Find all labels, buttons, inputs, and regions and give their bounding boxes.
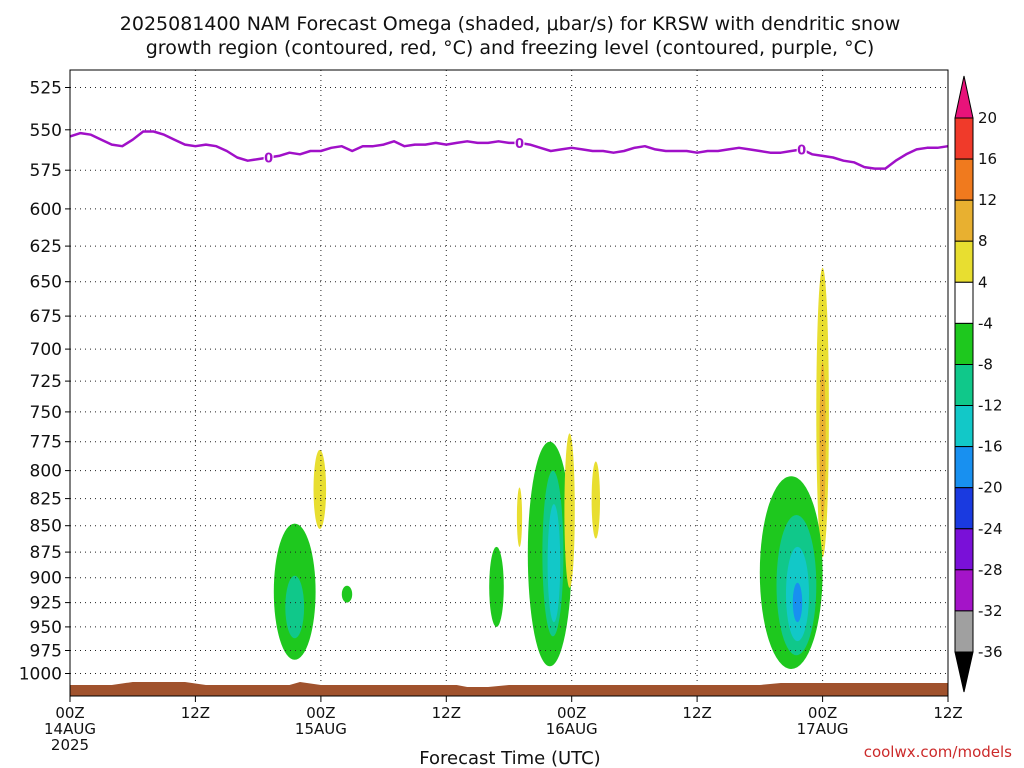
y-tick-label-775: 775	[30, 433, 62, 453]
x-tick-label-3-0: 12Z	[432, 704, 461, 722]
credit-text: coolwx.com/models	[864, 743, 1012, 761]
omega-region-10	[591, 461, 600, 539]
colorbar-label-6: -8	[978, 356, 993, 374]
x-tick-label-2-0: 00Z	[306, 704, 335, 722]
omega-region-7	[547, 504, 561, 623]
x-tick-label-2-1: 15AUG	[295, 720, 347, 738]
colorbar-label-2: 12	[978, 191, 997, 209]
colorbar-label-7: -12	[978, 397, 1003, 415]
x-tick-label-0-2: 2025	[51, 736, 89, 754]
colorbar-swatch-6	[954, 322, 974, 365]
y-tick-label-525: 525	[30, 79, 62, 99]
y-axis-ticks: 525 550 575 600 625 650 675 700 725 750 775 800 825 8…	[19, 79, 70, 685]
y-tick-label-925: 925	[30, 594, 62, 614]
colorbar-label-10: -24	[978, 520, 1003, 538]
colorbar-swatch-3	[954, 199, 974, 242]
y-tick-label-675: 675	[30, 307, 62, 327]
y-tick-label-625: 625	[30, 237, 62, 257]
plot-frame	[69, 69, 949, 697]
omega-region-9	[564, 433, 575, 588]
y-tick-label-600: 600	[30, 200, 62, 220]
colorbar-swatch-11	[954, 528, 974, 571]
colorbar-label-9: -20	[978, 479, 1003, 497]
colorbar-bottom-arrow	[954, 651, 974, 693]
chart-title-line-2: growth region (contoured, red, °C) and f…	[146, 37, 875, 59]
freezing-label-bg-2	[796, 141, 807, 156]
y-tick-label-800: 800	[30, 462, 62, 482]
x-tick-label-4-0: 00Z	[557, 704, 586, 722]
y-tick-label-875: 875	[30, 543, 62, 563]
colorbar-label-8: -16	[978, 438, 1003, 456]
colorbar-swatch-1	[954, 117, 974, 160]
y-tick-label-700: 700	[30, 340, 62, 360]
colorbar-label-1: 16	[978, 150, 997, 168]
x-tick-label-0-1: 14AUG	[44, 720, 96, 738]
colorbar-swatch-10	[954, 487, 974, 530]
colorbar-label-11: -28	[978, 561, 1003, 579]
colorbar-swatch-12	[954, 569, 974, 612]
freezing-level-label-2: 0	[797, 143, 806, 158]
y-tick-label-975: 975	[30, 642, 62, 662]
omega-region-8	[516, 487, 523, 547]
freezing-level-layer: 0 0 0	[69, 130, 949, 170]
chart-title-line-1: 2025081400 NAM Forecast Omega (shaded, μ…	[120, 13, 900, 35]
y-tick-label-950: 950	[30, 618, 62, 638]
colorbar-swatch-7	[954, 364, 974, 407]
y-tick-label-850: 850	[30, 517, 62, 537]
x-tick-label-6-1: 17AUG	[797, 720, 849, 738]
freezing-level-label-0: 0	[264, 152, 273, 167]
colorbar-swatch-5	[954, 281, 974, 324]
colorbar: 20 16 12 8 4 -4 -8 -12 -16 -20 -24 -28 -32 -36	[954, 75, 1003, 693]
colorbar-swatch-2	[954, 158, 974, 201]
colorbar-label-12: -32	[978, 602, 1003, 620]
colorbar-swatch-13	[954, 610, 974, 653]
y-tick-label-725: 725	[30, 372, 62, 392]
colorbar-swatch-4	[954, 240, 974, 283]
x-tick-label-7-0: 12Z	[933, 704, 962, 722]
freezing-label-bg-1	[514, 134, 525, 149]
omega-region-16	[792, 582, 803, 623]
y-tick-label-750: 750	[30, 403, 62, 423]
colorbar-label-0: 20	[978, 109, 997, 127]
terrain-band	[70, 682, 948, 696]
colorbar-label-5: -4	[978, 314, 993, 332]
omega-region-12	[819, 362, 826, 521]
y-tick-label-825: 825	[30, 490, 62, 510]
omega-shading-layer	[273, 267, 829, 669]
colorbar-label-4: 4	[978, 273, 988, 291]
omega-region-4	[489, 546, 504, 627]
omega-region-2	[341, 585, 353, 603]
x-tick-label-4-1: 16AUG	[546, 720, 598, 738]
terrain-layer	[70, 682, 948, 696]
x-tick-label-0-0: 00Z	[55, 704, 84, 722]
colorbar-swatch-9	[954, 446, 974, 489]
freezing-level-label-1: 0	[515, 137, 524, 152]
omega-region-3	[313, 449, 327, 529]
colorbar-swatch-8	[954, 405, 974, 448]
x-tick-label-5-0: 12Z	[682, 704, 711, 722]
omega-region-1	[285, 575, 305, 639]
freezing-label-bg-0	[263, 149, 274, 164]
x-tick-label-6-0: 00Z	[808, 704, 837, 722]
x-tick-label-1-0: 12Z	[181, 704, 210, 722]
colorbar-label-13: -36	[978, 643, 1003, 661]
y-tick-label-900: 900	[30, 569, 62, 589]
colorbar-label-3: 8	[978, 232, 988, 250]
y-tick-label-1000: 1000	[19, 665, 62, 685]
y-tick-label-550: 550	[30, 121, 62, 141]
y-tick-label-650: 650	[30, 273, 62, 293]
x-axis-label: Forecast Time (UTC)	[419, 748, 600, 768]
y-tick-label-575: 575	[30, 161, 62, 181]
